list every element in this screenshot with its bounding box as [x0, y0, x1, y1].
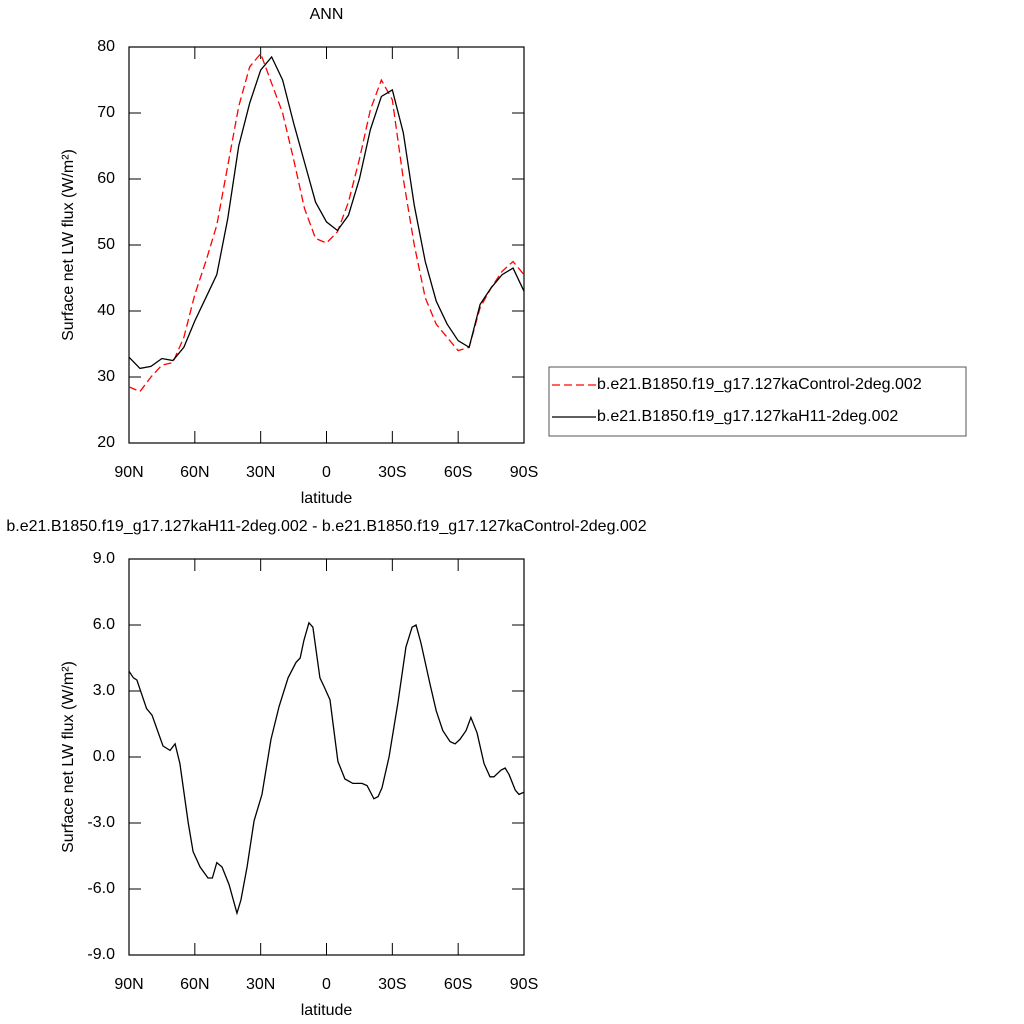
- data-line: [128, 55, 525, 370]
- y-axis-label: Surface net LW flux (W/m²): [60, 661, 77, 853]
- plot-frame: [128, 558, 525, 956]
- y-tick-label: -6.0: [87, 880, 115, 897]
- y-tick-label: -9.0: [87, 946, 115, 963]
- plot-frame: [128, 46, 525, 444]
- x-axis-label: latitude: [301, 1002, 353, 1019]
- x-tick-label: 30S: [378, 976, 406, 993]
- y-tick-label: 70: [97, 104, 115, 121]
- legend-label: b.e21.B1850.f19_g17.127kaH11-2deg.002: [597, 408, 898, 425]
- x-axis-label: latitude: [301, 490, 353, 507]
- x-tick-label: 60S: [444, 464, 472, 481]
- y-tick-label: 6.0: [93, 616, 115, 633]
- x-tick-label: 60N: [180, 464, 209, 481]
- y-axis-label: Surface net LW flux (W/m²): [60, 149, 77, 341]
- x-tick-label: 30N: [246, 464, 275, 481]
- x-tick-label: 60N: [180, 976, 209, 993]
- chart-title: ANN: [310, 6, 344, 23]
- y-tick-label: -3.0: [87, 814, 115, 831]
- legend-label: b.e21.B1850.f19_g17.127kaControl-2deg.00…: [597, 376, 922, 393]
- x-tick-label: 90S: [510, 464, 538, 481]
- x-tick-label: 0: [322, 976, 331, 993]
- y-tick-label: 50: [97, 236, 115, 253]
- data-line: [128, 621, 525, 916]
- x-tick-label: 90N: [114, 976, 143, 993]
- y-tick-label: 40: [97, 302, 115, 319]
- chart-title: b.e21.B1850.f19_g17.127kaH11-2deg.002 - …: [6, 518, 646, 535]
- y-tick-label: 20: [97, 434, 115, 451]
- data-line: [128, 52, 525, 393]
- y-tick-label: 60: [97, 170, 115, 187]
- x-tick-label: 60S: [444, 976, 472, 993]
- x-tick-label: 30N: [246, 976, 275, 993]
- x-tick-label: 90N: [114, 464, 143, 481]
- x-tick-label: 30S: [378, 464, 406, 481]
- y-tick-label: 3.0: [93, 682, 115, 699]
- x-tick-label: 0: [322, 464, 331, 481]
- y-tick-label: 80: [97, 38, 115, 55]
- y-tick-label: 9.0: [93, 550, 115, 567]
- y-tick-label: 0.0: [93, 748, 115, 765]
- legend-box: [548, 366, 967, 437]
- y-tick-label: 30: [97, 368, 115, 385]
- x-tick-label: 90S: [510, 976, 538, 993]
